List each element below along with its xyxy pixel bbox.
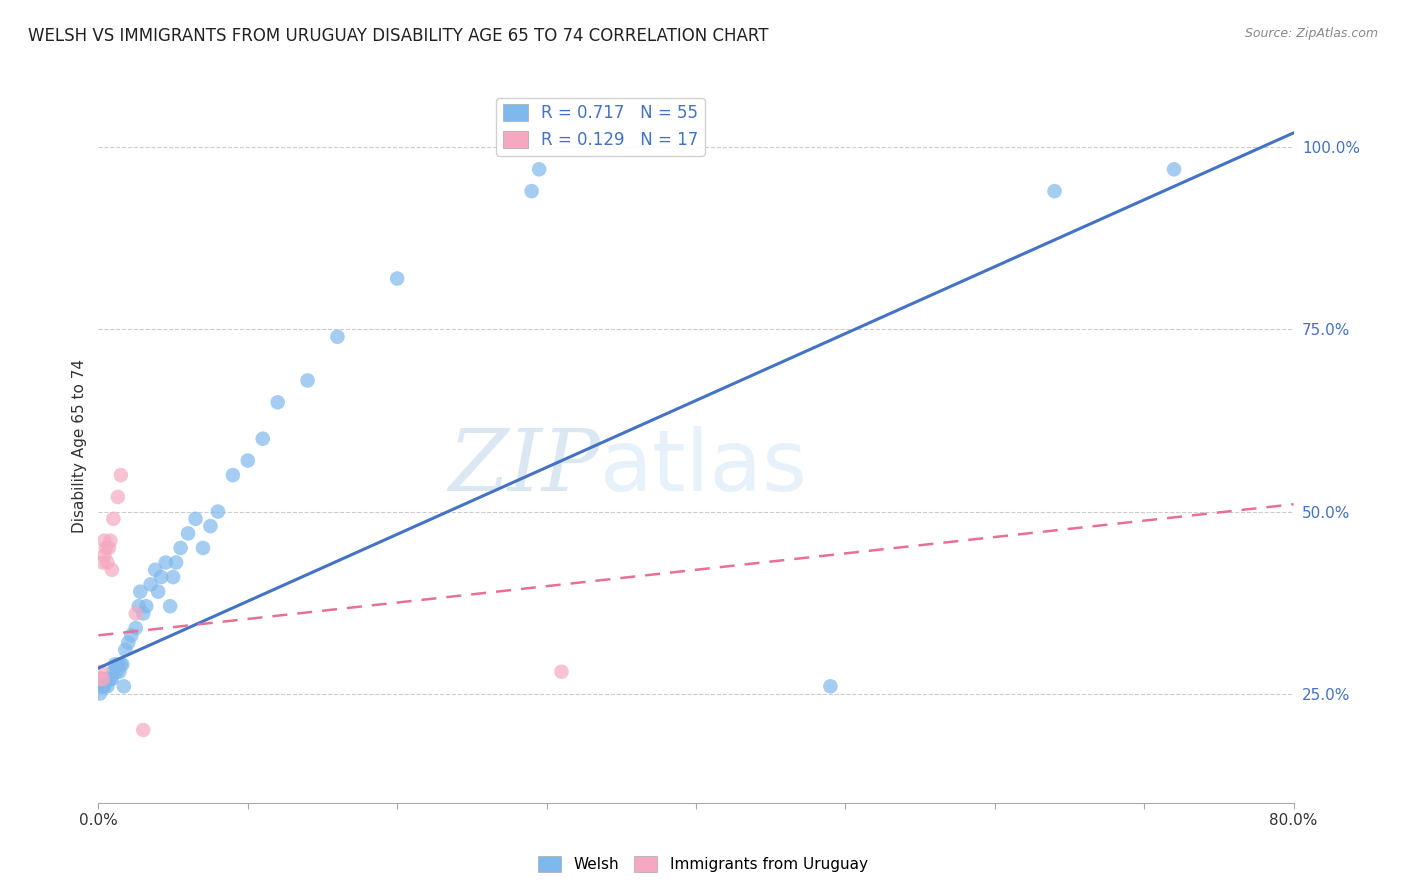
Point — [125, 621, 148, 635]
Point — [820, 679, 842, 693]
Point — [89, 672, 111, 686]
Point — [111, 657, 134, 672]
Point — [1163, 162, 1185, 177]
Point — [89, 687, 111, 701]
Point — [89, 672, 111, 686]
Point — [98, 672, 122, 686]
Point — [114, 643, 136, 657]
Legend: Welsh, Immigrants from Uruguay: Welsh, Immigrants from Uruguay — [531, 848, 875, 880]
Point — [550, 665, 572, 679]
Point — [91, 556, 114, 570]
Point — [222, 468, 245, 483]
Point — [105, 665, 128, 679]
Point — [103, 665, 125, 679]
Point — [207, 504, 229, 518]
Point — [101, 672, 124, 686]
Point — [98, 533, 122, 548]
Point — [93, 533, 115, 548]
Point — [165, 556, 187, 570]
Point — [125, 607, 148, 621]
Point — [103, 512, 125, 526]
Point — [96, 556, 118, 570]
Point — [108, 665, 131, 679]
Point — [1043, 184, 1066, 198]
Y-axis label: Disability Age 65 to 74: Disability Age 65 to 74 — [72, 359, 87, 533]
Point — [112, 679, 135, 693]
Point — [236, 453, 259, 467]
Point — [90, 679, 112, 693]
Point — [117, 635, 139, 649]
Point — [252, 432, 274, 446]
Point — [132, 723, 155, 737]
Point — [520, 184, 543, 198]
Point — [169, 541, 191, 555]
Point — [107, 657, 129, 672]
Point — [104, 657, 127, 672]
Point — [150, 570, 173, 584]
Point — [120, 628, 142, 642]
Point — [90, 672, 112, 686]
Point — [91, 672, 114, 686]
Legend: R = 0.717   N = 55, R = 0.129   N = 17: R = 0.717 N = 55, R = 0.129 N = 17 — [496, 97, 704, 155]
Point — [97, 672, 120, 686]
Point — [148, 584, 170, 599]
Point — [93, 548, 115, 562]
Point — [94, 672, 117, 686]
Point — [110, 468, 132, 483]
Point — [91, 679, 114, 693]
Point — [184, 512, 207, 526]
Point — [162, 570, 184, 584]
Point — [527, 162, 550, 177]
Point — [96, 679, 118, 693]
Point — [107, 490, 129, 504]
Point — [94, 541, 117, 555]
Point — [128, 599, 150, 614]
Point — [93, 679, 115, 693]
Point — [143, 563, 166, 577]
Text: ZIP: ZIP — [449, 426, 600, 508]
Point — [326, 330, 349, 344]
Point — [132, 607, 155, 621]
Point — [129, 584, 152, 599]
Point — [139, 577, 162, 591]
Point — [135, 599, 157, 614]
Point — [200, 519, 222, 533]
Point — [97, 541, 120, 555]
Text: Source: ZipAtlas.com: Source: ZipAtlas.com — [1244, 27, 1378, 40]
Point — [267, 395, 290, 409]
Point — [191, 541, 214, 555]
Point — [90, 665, 112, 679]
Point — [385, 271, 409, 285]
Point — [110, 657, 132, 672]
Point — [93, 672, 115, 686]
Text: WELSH VS IMMIGRANTS FROM URUGUAY DISABILITY AGE 65 TO 74 CORRELATION CHART: WELSH VS IMMIGRANTS FROM URUGUAY DISABIL… — [28, 27, 769, 45]
Point — [177, 526, 200, 541]
Text: atlas: atlas — [600, 425, 808, 509]
Point — [297, 374, 319, 388]
Point — [91, 672, 114, 686]
Point — [101, 563, 124, 577]
Point — [159, 599, 181, 614]
Point — [155, 556, 177, 570]
